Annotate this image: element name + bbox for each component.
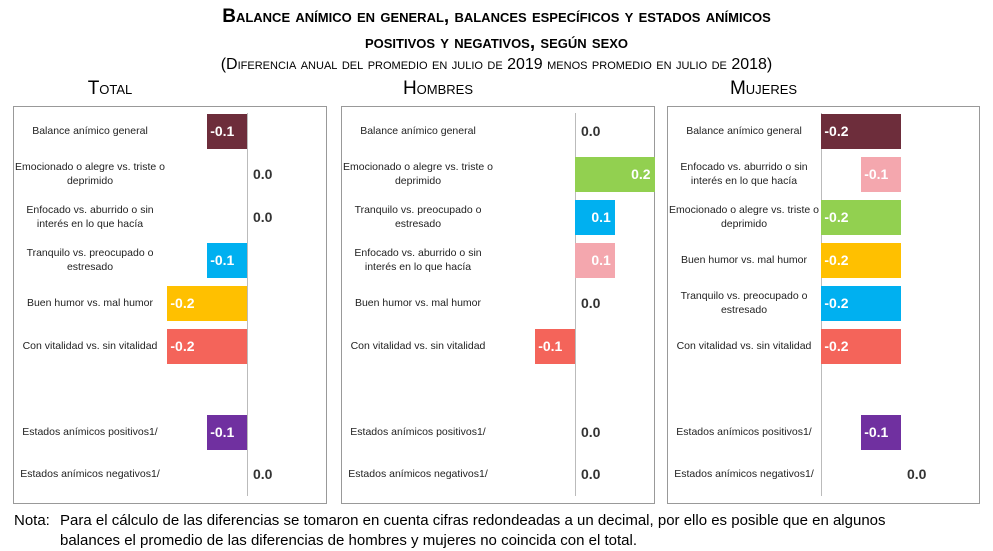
value-label: 0.0 [581, 424, 601, 440]
bar [821, 199, 901, 235]
category-label: Emocionado o alegre vs. triste o deprimi… [15, 161, 165, 187]
bar [575, 242, 615, 278]
note-label: Nota: [14, 512, 50, 529]
value-label: 0.0 [581, 295, 601, 311]
bar [207, 242, 247, 278]
value-label: 0.0 [253, 209, 273, 225]
category-label: Tranquilo vs. preocupado o estresado [26, 247, 154, 273]
category-label: Estados anímicos negativos1/ [348, 468, 488, 480]
value-label: 0.1 [591, 209, 611, 225]
panel [13, 106, 327, 504]
subtitle: (Diferencia anual del promedio en julio … [220, 56, 773, 73]
category-label: Con vitalidad vs. sin vitalidad [22, 340, 158, 352]
note: Para el cálculo de las diferencias se to… [60, 512, 886, 529]
category-label: Con vitalidad vs. sin vitalidad [676, 340, 812, 352]
value-label: -0.1 [864, 424, 889, 440]
category-label: Buen humor vs. mal humor [26, 297, 154, 309]
bar [821, 285, 901, 321]
panel [667, 106, 980, 504]
category-label: Estados anímicos negativos1/ [674, 468, 814, 480]
value-label: -0.2 [824, 338, 849, 354]
value-label: -0.2 [824, 295, 849, 311]
category-label: Buen humor vs. mal humor [354, 297, 482, 309]
value-label: 0.1 [591, 252, 611, 268]
title: Balance anímico en general, balances esp… [222, 6, 771, 27]
category-label: Emocionado o alegre vs. triste o deprimi… [343, 161, 493, 187]
category-label: Buen humor vs. mal humor [680, 254, 808, 266]
category-label: Enfocado vs. aburrido o sin interés en l… [680, 161, 808, 187]
category-label: Balance anímico general [360, 125, 476, 137]
bar [167, 285, 247, 321]
bar [861, 414, 901, 450]
panel-title: Hombres [402, 78, 474, 99]
axis-line [575, 113, 576, 496]
bar [207, 113, 247, 149]
note: balances el promedio de las diferencias … [60, 532, 637, 549]
bar [167, 328, 247, 364]
value-label: -0.2 [170, 338, 195, 354]
bar [821, 113, 901, 149]
value-label: -0.2 [824, 123, 849, 139]
title: positivos y negativos, según sexo [364, 32, 629, 53]
value-label: -0.1 [210, 123, 235, 139]
category-label: Estados anímicos negativos1/ [20, 468, 160, 480]
category-label: Estados anímicos positivos1/ [22, 426, 158, 438]
bar [575, 199, 615, 235]
category-label: Balance anímico general [686, 125, 802, 137]
panel-title: Mujeres [729, 78, 798, 99]
panel [341, 106, 655, 504]
bar [575, 156, 655, 192]
value-label: -0.2 [824, 209, 849, 225]
category-label: Con vitalidad vs. sin vitalidad [350, 340, 486, 352]
value-label: -0.1 [210, 424, 235, 440]
bar [207, 414, 247, 450]
value-label: 0.2 [631, 166, 651, 182]
category-label: Tranquilo vs. preocupado o estresado [680, 290, 808, 316]
value-label: 0.0 [907, 466, 927, 482]
value-label: -0.2 [170, 295, 195, 311]
bar [821, 328, 901, 364]
value-label: -0.1 [538, 338, 563, 354]
value-label: -0.1 [864, 166, 889, 182]
value-label: 0.0 [581, 123, 601, 139]
category-label: Estados anímicos positivos1/ [350, 426, 486, 438]
panel-title: Total [87, 78, 133, 99]
value-label: -0.1 [210, 252, 235, 268]
value-label: 0.0 [253, 466, 273, 482]
bar [861, 156, 901, 192]
value-label: -0.2 [824, 252, 849, 268]
axis-line [247, 113, 248, 496]
category-label: Estados anímicos positivos1/ [676, 426, 812, 438]
category-label: Enfocado vs. aburrido o sin interés en l… [26, 204, 154, 230]
bar [821, 242, 901, 278]
bar [535, 328, 575, 364]
category-label: Balance anímico general [32, 125, 148, 137]
value-label: 0.0 [581, 466, 601, 482]
category-label: Enfocado vs. aburrido o sin interés en l… [354, 247, 482, 273]
category-label: Emocionado o alegre vs. triste o deprimi… [669, 204, 819, 230]
category-label: Tranquilo vs. preocupado o estresado [354, 204, 482, 230]
value-label: 0.0 [253, 166, 273, 182]
